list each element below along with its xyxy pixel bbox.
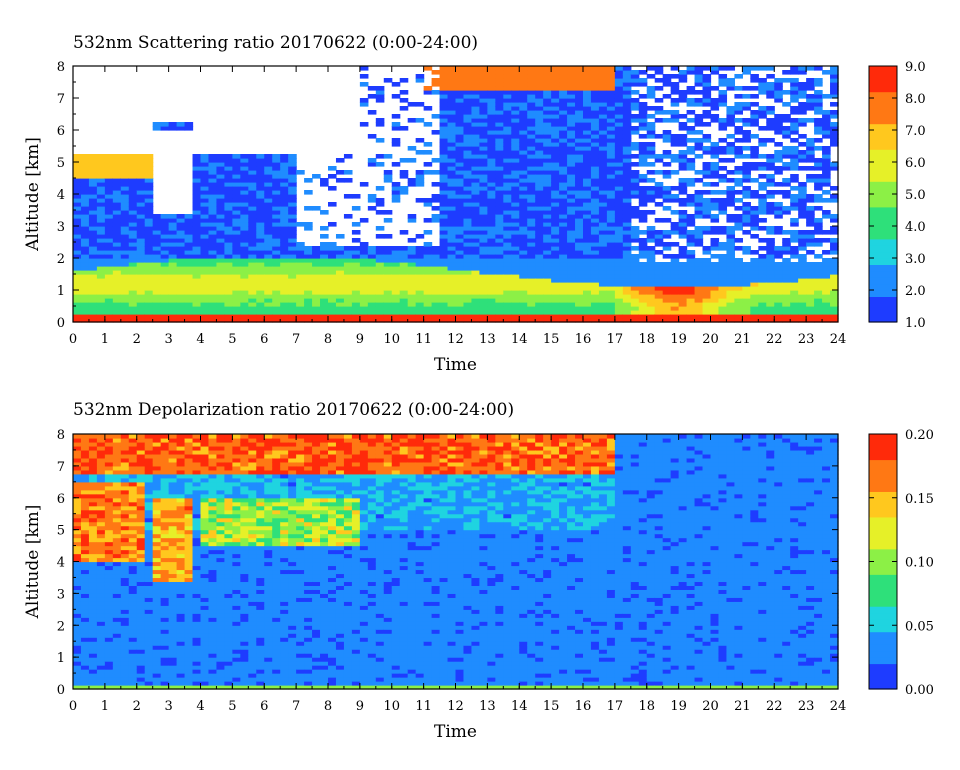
colorbar: 0.00 0.05 0.10 0.15 0.20: [868, 428, 934, 698]
colorbar-tick-label: 0.10: [905, 556, 934, 571]
x-tick-label: 5: [228, 699, 236, 714]
colorbar-tick-label: 9.0: [905, 60, 926, 75]
x-tick-label: 22: [766, 332, 783, 347]
y-tick-label: 7: [57, 460, 65, 475]
x-tick-label: 13: [479, 332, 496, 347]
x-tick-label: 8: [324, 699, 332, 714]
x-tick-label: 24: [830, 332, 847, 347]
x-tick-label: 14: [511, 699, 528, 714]
x-tick-label: 20: [702, 699, 719, 714]
x-tick-label: 10: [383, 699, 400, 714]
x-tick-label: 20: [702, 332, 719, 347]
colorbar-tick-label: 6.0: [905, 156, 926, 171]
heatmap-cells: [73, 434, 839, 690]
x-tick-label: 16: [575, 332, 592, 347]
y-axis-label: Altitude [km]: [23, 505, 43, 620]
x-tick-label: 15: [543, 332, 560, 347]
x-tick-label: 8: [324, 332, 332, 347]
y-tick-label: 0: [57, 316, 65, 331]
colorbar-tick-label: 3.0: [905, 252, 926, 267]
y-tick-label: 8: [57, 60, 65, 75]
colorbar-tick-label: 4.0: [905, 220, 926, 235]
y-tick-label: 7: [57, 92, 65, 107]
x-tick-label: 7: [292, 332, 300, 347]
x-tick-label: 9: [356, 332, 364, 347]
x-tick-label: 1: [101, 699, 109, 714]
y-tick-label: 5: [57, 524, 65, 539]
y-tick-label: 4: [57, 188, 65, 203]
x-tick-label: 5: [228, 332, 236, 347]
chart-title: 532nm Scattering ratio 20170622 (0:00-24…: [73, 33, 478, 53]
colorbar-tick-label: 5.0: [905, 188, 926, 203]
x-tick-label: 18: [638, 699, 655, 714]
x-tick-label: 23: [798, 699, 815, 714]
x-tick-label: 3: [164, 699, 172, 714]
x-tick-label: 0: [69, 332, 77, 347]
x-tick-label: 19: [670, 699, 687, 714]
y-tick-label: 3: [57, 587, 65, 602]
x-tick-label: 14: [511, 332, 528, 347]
y-tick-label: 3: [57, 220, 65, 235]
colorbar-tick-label: 0.20: [905, 428, 934, 443]
x-tick-label: 2: [133, 332, 141, 347]
x-tick-label: 21: [734, 699, 751, 714]
y-tick-label: 5: [57, 156, 65, 171]
x-tick-label: 17: [607, 699, 624, 714]
x-tick-label: 2: [133, 699, 141, 714]
heatmap-cells: [73, 66, 839, 323]
y-tick-label: 2: [57, 252, 65, 267]
x-tick-label: 4: [196, 332, 204, 347]
colorbar-tick-label: 0.00: [905, 683, 934, 698]
x-tick-label: 16: [575, 699, 592, 714]
x-tick-label: 7: [292, 699, 300, 714]
colorbar-tick-label: 0.05: [905, 619, 934, 634]
x-tick-label: 12: [447, 699, 464, 714]
x-tick-label: 15: [543, 699, 560, 714]
y-tick-label: 6: [57, 124, 65, 139]
chart-title: 532nm Depolarization ratio 20170622 (0:0…: [73, 400, 514, 420]
x-tick-label: 21: [734, 332, 751, 347]
colorbar-tick-label: 7.0: [905, 124, 926, 139]
colorbar: 1.0 2.0 3.0 4.0 5.0 6.0 7.0 8.0 9.0: [868, 60, 926, 331]
x-tick-label: 22: [766, 699, 783, 714]
colorbar-tick-label: 1.0: [905, 316, 926, 331]
y-tick-label: 1: [57, 284, 65, 299]
x-tick-label: 13: [479, 699, 496, 714]
panel-scattering: 532nm Scattering ratio 20170622 (0:00-24…: [23, 33, 926, 375]
y-tick-label: 4: [57, 556, 65, 571]
y-tick-label: 1: [57, 651, 65, 666]
x-tick-label: 11: [415, 332, 432, 347]
x-tick-label: 6: [260, 699, 268, 714]
y-axis-label: Altitude [km]: [23, 137, 43, 252]
x-tick-label: 11: [415, 699, 432, 714]
x-tick-label: 1: [101, 332, 109, 347]
x-tick-label: 6: [260, 332, 268, 347]
x-tick-label: 18: [638, 332, 655, 347]
x-tick-label: 12: [447, 332, 464, 347]
x-tick-label: 9: [356, 699, 364, 714]
x-tick-label: 19: [670, 332, 687, 347]
y-tick-label: 6: [57, 492, 65, 507]
y-tick-label: 2: [57, 619, 65, 634]
colorbar-tick-label: 8.0: [905, 92, 926, 107]
x-tick-label: 10: [383, 332, 400, 347]
y-tick-label: 0: [57, 683, 65, 698]
y-tick-label: 8: [57, 428, 65, 443]
x-tick-label: 4: [196, 699, 204, 714]
x-tick-label: 23: [798, 332, 815, 347]
colorbar-tick-label: 2.0: [905, 284, 926, 299]
x-tick-label: 3: [164, 332, 172, 347]
panel-depolarization: 532nm Depolarization ratio 20170622 (0:0…: [23, 400, 934, 742]
colorbar-tick-label: 0.15: [905, 492, 934, 507]
x-axis-label: Time: [434, 355, 477, 375]
x-tick-label: 0: [69, 699, 77, 714]
x-tick-label: 24: [830, 699, 847, 714]
x-tick-label: 17: [607, 332, 624, 347]
x-axis-label: Time: [434, 722, 477, 742]
